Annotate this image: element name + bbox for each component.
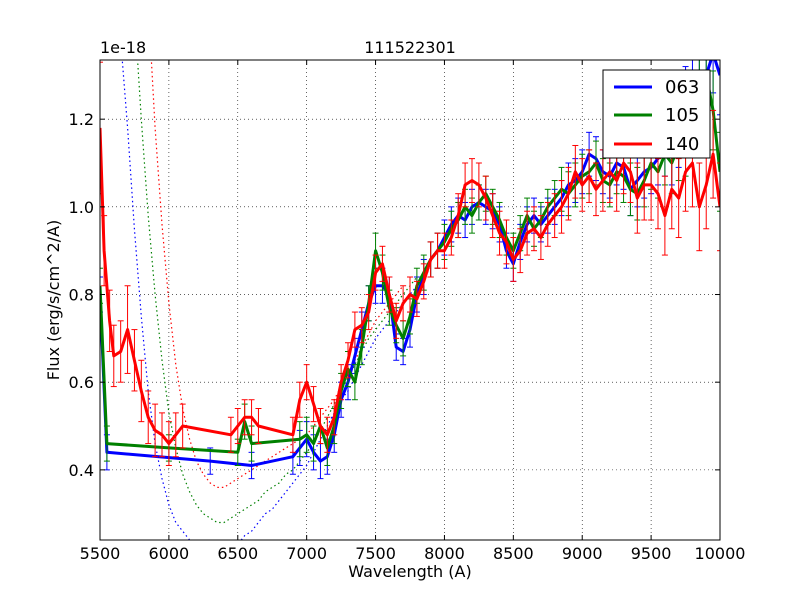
series-group — [100, 60, 720, 480]
x-tick-label: 8000 — [424, 544, 465, 563]
series-line-140 — [100, 127, 720, 446]
x-tick-label: 6000 — [149, 544, 190, 563]
plot-frame — [99, 59, 721, 541]
y-tick-label: 0.4 — [69, 461, 94, 480]
dotted-curve — [150, 60, 404, 488]
y-tick-label: 0.6 — [69, 373, 94, 392]
legend: 063 105 140 — [602, 69, 711, 159]
y-offset-label: 1e-18 — [100, 38, 146, 57]
axis-ticks: 5500 6000 6500 7000 7500 8000 8500 9000 9500 1000… — [69, 60, 746, 563]
y-axis-title: Flux (erg/s/cm^2/A) — [44, 220, 63, 381]
y-tick-label: 0.8 — [69, 286, 94, 305]
x-tick-label: 7500 — [355, 544, 396, 563]
dotted-curves — [121, 60, 432, 540]
x-tick-label: 6500 — [217, 544, 258, 563]
dotted-curve — [121, 60, 432, 540]
legend-label-105: 105 — [665, 105, 699, 126]
chart-title: 111522301 — [364, 38, 456, 57]
x-tick-label: 5500 — [80, 544, 121, 563]
x-axis-title: Wavelength (A) — [348, 562, 471, 581]
y-tick-label: 1.0 — [69, 198, 94, 217]
x-tick-label: 9000 — [562, 544, 603, 563]
legend-label-140: 140 — [665, 134, 699, 155]
x-tick-label: 10000 — [695, 544, 746, 563]
legend-label-063: 063 — [665, 77, 699, 98]
x-tick-label: 9500 — [631, 544, 672, 563]
x-tick-label: 8500 — [493, 544, 534, 563]
y-tick-label: 1.2 — [69, 110, 94, 129]
x-tick-label: 7000 — [286, 544, 327, 563]
series-line-105 — [100, 73, 720, 454]
series-140 — [100, 61, 720, 466]
